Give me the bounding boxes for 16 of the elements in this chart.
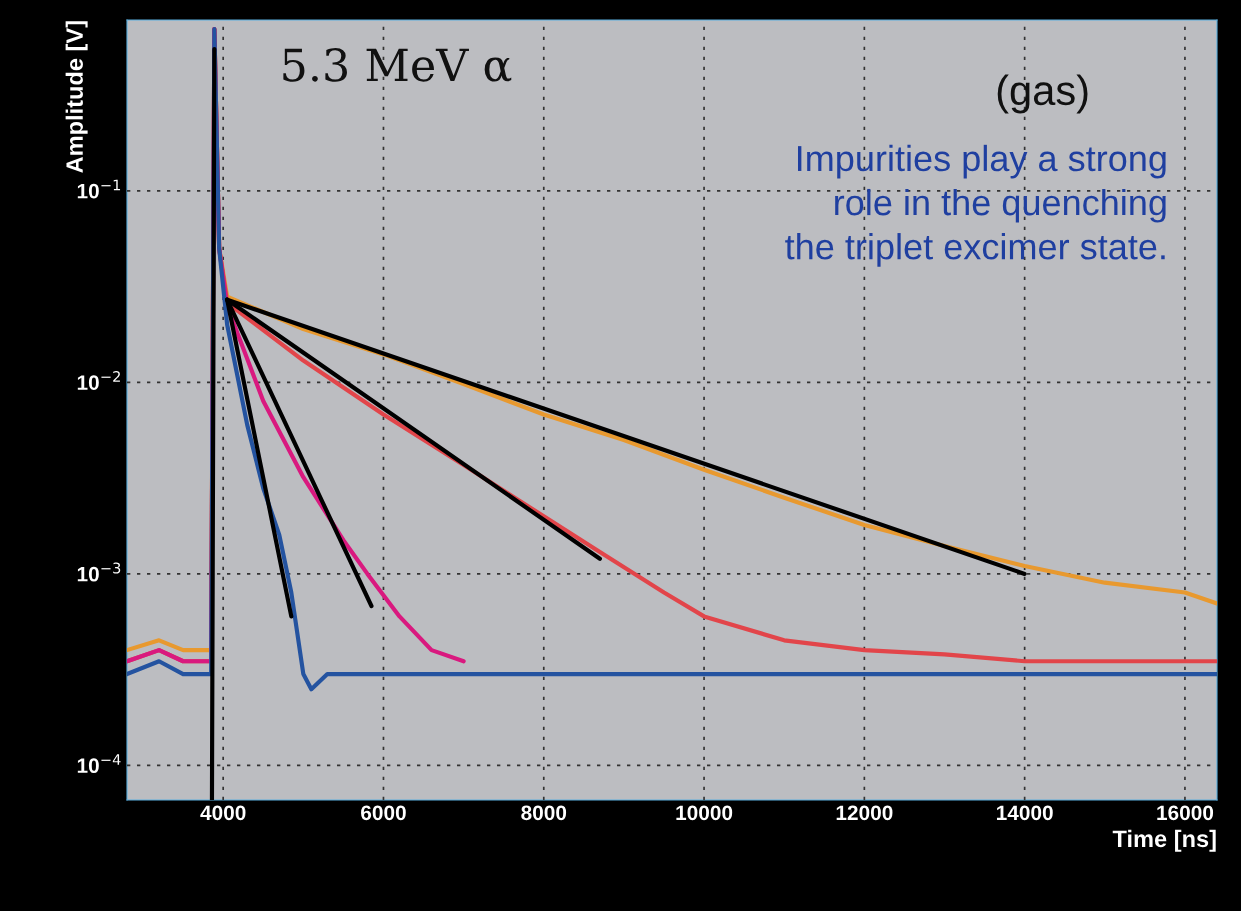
x-tick-label: 16000 [1157, 805, 1214, 821]
y-tick-label: 10$^{−3}$ [77, 562, 121, 582]
y-tick-label: 10$^{−1}$ [77, 179, 121, 199]
x-tick-label: 6000 [361, 805, 406, 821]
annotation: (gas) [997, 74, 1088, 114]
x-tick-label: 12000 [836, 805, 893, 821]
x-tick-label: 8000 [521, 805, 567, 821]
x-tick-label: 14000 [997, 805, 1053, 821]
annotation: Impurities play a strong role in the quenching the triplet excimer state. [785, 144, 1166, 267]
x-axis-title: Time [ns] [1112, 829, 1216, 852]
annotation: 5.3 MeV α [283, 48, 512, 82]
y-axis-title: Amplitude [V] [65, 21, 88, 173]
x-tick-label: 4000 [200, 805, 246, 821]
y-tick-label: 10$^{−4}$ [77, 754, 121, 774]
x-tick-label: 10000 [676, 805, 733, 821]
y-tick-label: 10$^{−2}$ [77, 370, 120, 390]
